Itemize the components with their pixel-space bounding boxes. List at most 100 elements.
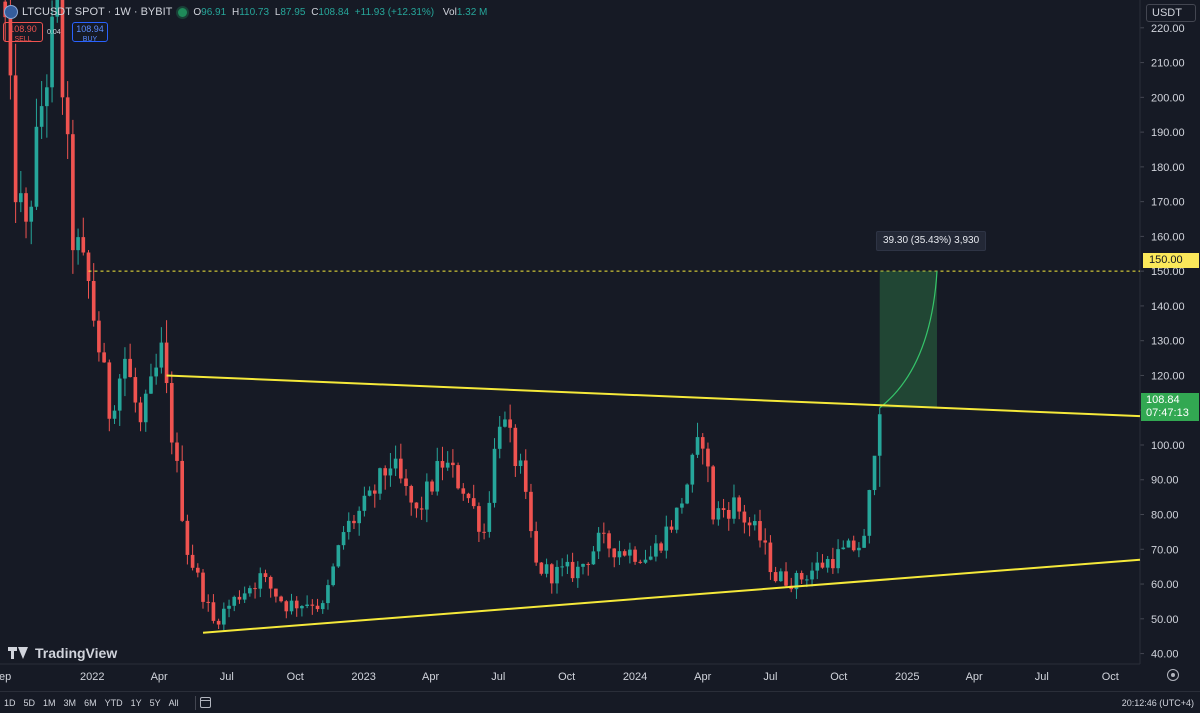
candle-body [497,426,502,449]
range-6m[interactable]: 6M [84,697,97,708]
range-1y[interactable]: 1Y [130,697,142,708]
y-tick-label: 100.00 [1151,440,1185,452]
candle-body [529,491,533,532]
range-ytd[interactable]: YTD [104,697,123,708]
candle-body [112,410,117,419]
sell-label: SELL [14,36,32,43]
symbol-title[interactable]: LTCUSDT SPOT · 1W · BYBIT [22,6,173,18]
y-tick-label: 50.00 [1151,614,1179,626]
high-value: 110.73 [239,6,270,18]
candle-body [216,620,221,625]
candle-body [565,561,570,567]
candle-body [518,460,523,467]
symbol-header: LTCUSDT SPOT · 1W · BYBIT O96.91 H110.73… [0,0,487,24]
candle-body [206,601,211,603]
candle-body [336,545,341,567]
range-3m[interactable]: 3M [63,697,77,708]
candle-body [362,495,367,511]
range-all[interactable]: All [168,697,179,708]
calendar-icon[interactable] [199,697,211,708]
candle-body [581,563,585,567]
candle-body [320,603,325,610]
candle-body [877,414,882,456]
candle-body [471,498,476,507]
candle-body [242,593,247,600]
y-tick-label: 130.00 [1151,336,1185,348]
candle-body [169,383,174,443]
candle-body [461,488,466,494]
x-tick-label: 2023 [351,671,375,683]
y-tick-label: 180.00 [1151,162,1185,174]
litecoin-icon [4,5,18,19]
range-5d[interactable]: 5D [23,697,36,708]
x-tick-label: Apr [694,671,711,683]
candle-body [841,547,846,550]
sell-price: 108.90 [9,24,37,34]
candle-body [107,362,112,419]
candle-body [466,493,471,499]
y-tick-label: 160.00 [1151,231,1185,243]
candle-body [274,588,278,597]
buy-button[interactable]: 108.94 BUY [72,22,108,43]
candle-body [560,566,565,568]
range-1d[interactable]: 1D [4,697,16,708]
x-tick-label: Jul [220,671,234,683]
sell-button[interactable]: 108.90 SELL [3,22,43,43]
y-tick-label: 120.00 [1151,370,1185,382]
candle-body [523,460,528,492]
candle-body [508,419,512,428]
candle-body [425,481,429,510]
range-5y[interactable]: 5Y [149,697,161,708]
y-tick-label: 70.00 [1151,544,1179,556]
candle-body [97,320,101,353]
candle-body [149,376,153,394]
candle-body [445,462,450,468]
candle-body [388,468,393,476]
candle-body [195,567,200,573]
projection-arc [879,271,938,409]
candle-body [633,549,637,562]
range-1m[interactable]: 1M [43,697,56,708]
candle-body [773,572,778,582]
candle-body [24,193,28,222]
candle-body [383,468,388,476]
candle-body [492,448,497,503]
measure-range-box [879,271,937,408]
candle-body [737,497,741,512]
open-key: O [193,6,202,18]
candle-body [326,585,330,604]
candle-body [138,402,143,423]
candle-body [253,588,257,590]
x-tick-label: Oct [558,671,575,683]
y-tick-label: 140.00 [1151,301,1185,313]
candle-body [867,490,872,536]
axis-settings-icon[interactable] [1167,669,1179,681]
candle-body [117,378,122,411]
x-tick-label: Jul [1035,671,1049,683]
candle-body [268,576,273,589]
candle-body [825,559,830,568]
candle-body [851,540,856,551]
candle-body [768,542,773,573]
clock-time[interactable]: 20:12:46 (UTC+4) [1121,698,1194,708]
candle-body [263,573,268,577]
candle-body [638,561,643,563]
candle-body [752,521,757,526]
candle-body [222,608,226,625]
candle-body [721,508,726,510]
currency-selector[interactable]: USDT [1146,4,1196,22]
candle-body [607,533,611,549]
volume-key: Vol [442,6,457,18]
buy-price: 108.94 [76,24,104,34]
candle-body [513,427,518,467]
candle-body [29,206,34,222]
candle-body [534,531,538,563]
x-tick-label: Oct [287,671,304,683]
tradingview-watermark[interactable]: TradingView [8,645,117,661]
candle-body [76,237,80,251]
candle-body [352,520,356,524]
y-tick-label: 80.00 [1151,510,1179,522]
candle-body [872,455,877,491]
candle-body [419,508,424,510]
